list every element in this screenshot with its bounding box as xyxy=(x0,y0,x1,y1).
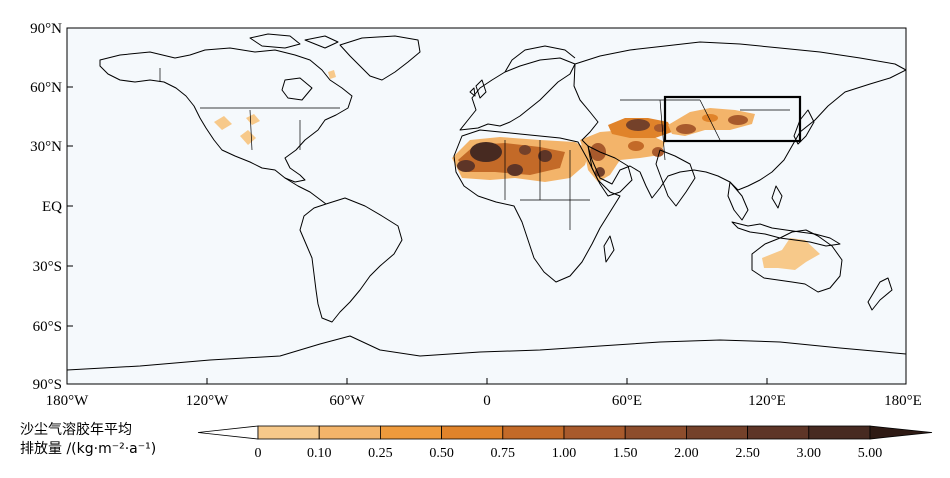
dust-patch-sahara-core-4 xyxy=(538,150,552,162)
greenland-coast xyxy=(339,35,421,81)
dust-patch-sahara-core-5 xyxy=(519,145,531,155)
colorbar-segment xyxy=(808,425,871,440)
coastlines xyxy=(67,33,906,371)
lon-label-0: 0 xyxy=(483,393,491,409)
colorbar-segment xyxy=(318,425,381,440)
philippines xyxy=(771,185,783,209)
australia-coast xyxy=(751,229,843,293)
colorbar-over-extension xyxy=(869,425,933,440)
dust-patch-arabia-core-2 xyxy=(595,167,605,177)
lon-label-180w: 180°W xyxy=(46,393,89,409)
study-region-box xyxy=(663,95,802,143)
europe-coast xyxy=(459,57,576,131)
africa-coast xyxy=(453,129,621,283)
colorbar-tick-label: 3.00 xyxy=(797,446,822,461)
dust-patch-taklimakan-core xyxy=(676,124,696,134)
colorbar-under-extension xyxy=(197,425,259,440)
colorbar-segment xyxy=(441,425,504,440)
hudson-bay xyxy=(281,77,313,101)
dust-patch-central-asia-core xyxy=(626,119,650,131)
scandinavia-coast xyxy=(504,45,576,73)
colorbar-legend: 沙尘气溶胶年平均 排放量 /(kg·m⁻²·a⁻¹) 0 0.10 0.25 0.50… xyxy=(20,421,933,461)
colorbar-tick-label: 1.50 xyxy=(613,446,638,461)
dust-patch-na-1 xyxy=(214,116,232,130)
arctic-islands xyxy=(249,33,339,49)
colorbar-tick-label: 0.75 xyxy=(491,446,516,461)
colorbar-segment xyxy=(379,425,442,440)
lat-label-30n: 30°N xyxy=(30,139,62,155)
south-america-coast xyxy=(299,197,403,323)
arabia-coast xyxy=(587,145,633,197)
southeast-asia-coast xyxy=(727,181,749,221)
colorbar-segment xyxy=(686,425,749,440)
lon-label-120e: 120°E xyxy=(748,393,786,409)
central-america-coast xyxy=(284,177,327,205)
dust-patch-arabia-core-1 xyxy=(590,143,606,161)
legend-title-line2: 排放量 /(kg·m⁻²·a⁻¹) xyxy=(20,441,156,457)
colorbar-segment xyxy=(563,425,626,440)
dust-patch-arabia-core-3 xyxy=(628,141,644,151)
legend-title-line1: 沙尘气溶胶年平均 xyxy=(20,421,132,438)
country-borders xyxy=(159,68,790,230)
colorbar-tick-label: 0 xyxy=(255,446,262,461)
dust-patch-gobi-core xyxy=(728,115,748,125)
colorbar-tick-label: 0.10 xyxy=(307,446,332,461)
map-content xyxy=(67,33,906,371)
colorbar-tick-label: 0.50 xyxy=(429,446,454,461)
lon-label-60w: 60°W xyxy=(329,393,365,409)
antarctica-coast xyxy=(67,335,906,371)
lon-label-120w: 120°W xyxy=(186,393,229,409)
colorbar-tick-label: 1.00 xyxy=(552,446,577,461)
colorbar-tick-label: 0.25 xyxy=(368,446,393,461)
lat-label-90s: 90°S xyxy=(33,377,62,393)
japan-coast xyxy=(793,109,815,145)
dust-patch-sahara-core-3 xyxy=(507,164,523,176)
british-isles xyxy=(469,79,487,99)
dust-patch-gobi-mid xyxy=(702,114,718,122)
lon-label-180e: 180°E xyxy=(884,393,922,409)
north-america-coast xyxy=(99,47,353,183)
india-coast xyxy=(655,149,696,207)
lat-label-eq: EQ xyxy=(42,199,62,215)
dust-patch-sahara-core-1 xyxy=(470,142,502,162)
colorbar-tick-label: 5.00 xyxy=(858,446,883,461)
lat-ticks xyxy=(67,27,73,385)
madagascar xyxy=(603,235,615,263)
lat-label-90n: 90°N xyxy=(30,21,62,37)
dust-patch-na-3 xyxy=(240,130,256,145)
dust-emission-patches xyxy=(214,70,820,270)
colorbar-segment xyxy=(624,425,687,440)
colorbar-segment xyxy=(502,425,565,440)
new-zealand xyxy=(867,277,893,311)
colorbar-tick-label: 2.50 xyxy=(735,446,760,461)
dust-patch-central-asia-core-2 xyxy=(654,124,666,132)
lon-label-60e: 60°E xyxy=(612,393,642,409)
lat-label-60s: 60°S xyxy=(33,319,62,335)
dust-patch-small xyxy=(328,70,336,79)
colorbar-segment xyxy=(747,425,810,440)
indonesia-islands xyxy=(731,221,841,247)
colorbar-tick-labels: 0 0.10 0.25 0.50 0.75 1.00 1.50 2.00 2.50 3.00 5.0… xyxy=(255,446,883,461)
dust-patch-arabia-core-4 xyxy=(652,147,664,157)
lon-ticks xyxy=(66,378,907,384)
dust-patch-na-2 xyxy=(246,114,260,125)
dust-patch-australia xyxy=(762,238,820,270)
colorbar-segment xyxy=(257,425,320,440)
colorbar-tick-label: 2.00 xyxy=(674,446,699,461)
dust-patch-sahara-core-2 xyxy=(457,160,475,172)
lat-label-30s: 30°S xyxy=(33,259,62,275)
lat-label-60n: 60°N xyxy=(30,80,62,96)
colorbar xyxy=(197,425,933,440)
ocean-background xyxy=(67,28,906,384)
